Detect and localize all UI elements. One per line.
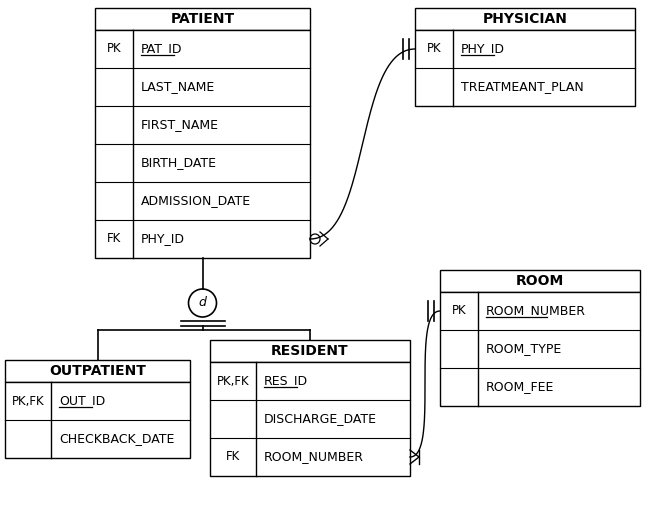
Text: PHY_ID: PHY_ID	[141, 233, 185, 245]
Text: PATIENT: PATIENT	[171, 12, 234, 26]
Text: PHYSICIAN: PHYSICIAN	[482, 12, 568, 26]
Text: LAST_NAME: LAST_NAME	[141, 81, 215, 94]
Bar	[210, 362, 410, 476]
Text: ROOM_FEE: ROOM_FEE	[486, 381, 555, 393]
Text: ROOM_NUMBER: ROOM_NUMBER	[264, 451, 364, 463]
Bar	[95, 8, 310, 30]
Text: FK: FK	[107, 233, 121, 245]
Text: RES_ID: RES_ID	[264, 375, 308, 387]
Text: ADMISSION_DATE: ADMISSION_DATE	[141, 195, 251, 207]
Text: PK: PK	[426, 42, 441, 56]
Text: ROOM: ROOM	[516, 274, 564, 288]
Text: PHY_ID: PHY_ID	[461, 42, 505, 56]
Text: OUT_ID: OUT_ID	[59, 394, 105, 407]
Text: PK: PK	[107, 42, 121, 56]
Text: PK,FK: PK,FK	[217, 375, 249, 387]
Text: ROOM_TYPE: ROOM_TYPE	[486, 342, 562, 356]
Text: DISCHARGE_DATE: DISCHARGE_DATE	[264, 412, 377, 426]
Text: OUTPATIENT: OUTPATIENT	[49, 364, 146, 378]
Text: d: d	[199, 296, 206, 310]
Bar	[440, 292, 640, 406]
Bar	[415, 8, 635, 30]
Text: CHECKBACK_DATE: CHECKBACK_DATE	[59, 432, 174, 446]
Text: FIRST_NAME: FIRST_NAME	[141, 119, 219, 131]
Bar	[415, 30, 635, 106]
Bar	[5, 360, 190, 382]
Text: TREATMEANT_PLAN: TREATMEANT_PLAN	[461, 81, 584, 94]
Bar	[210, 340, 410, 362]
Text: PAT_ID: PAT_ID	[141, 42, 182, 56]
Text: RESIDENT: RESIDENT	[271, 344, 349, 358]
Text: FK: FK	[226, 451, 240, 463]
Text: PK: PK	[452, 305, 466, 317]
Text: PK,FK: PK,FK	[12, 394, 44, 407]
Bar	[95, 30, 310, 258]
Bar	[440, 270, 640, 292]
Text: ROOM_NUMBER: ROOM_NUMBER	[486, 305, 586, 317]
Bar	[5, 382, 190, 458]
Text: BIRTH_DATE: BIRTH_DATE	[141, 156, 217, 170]
